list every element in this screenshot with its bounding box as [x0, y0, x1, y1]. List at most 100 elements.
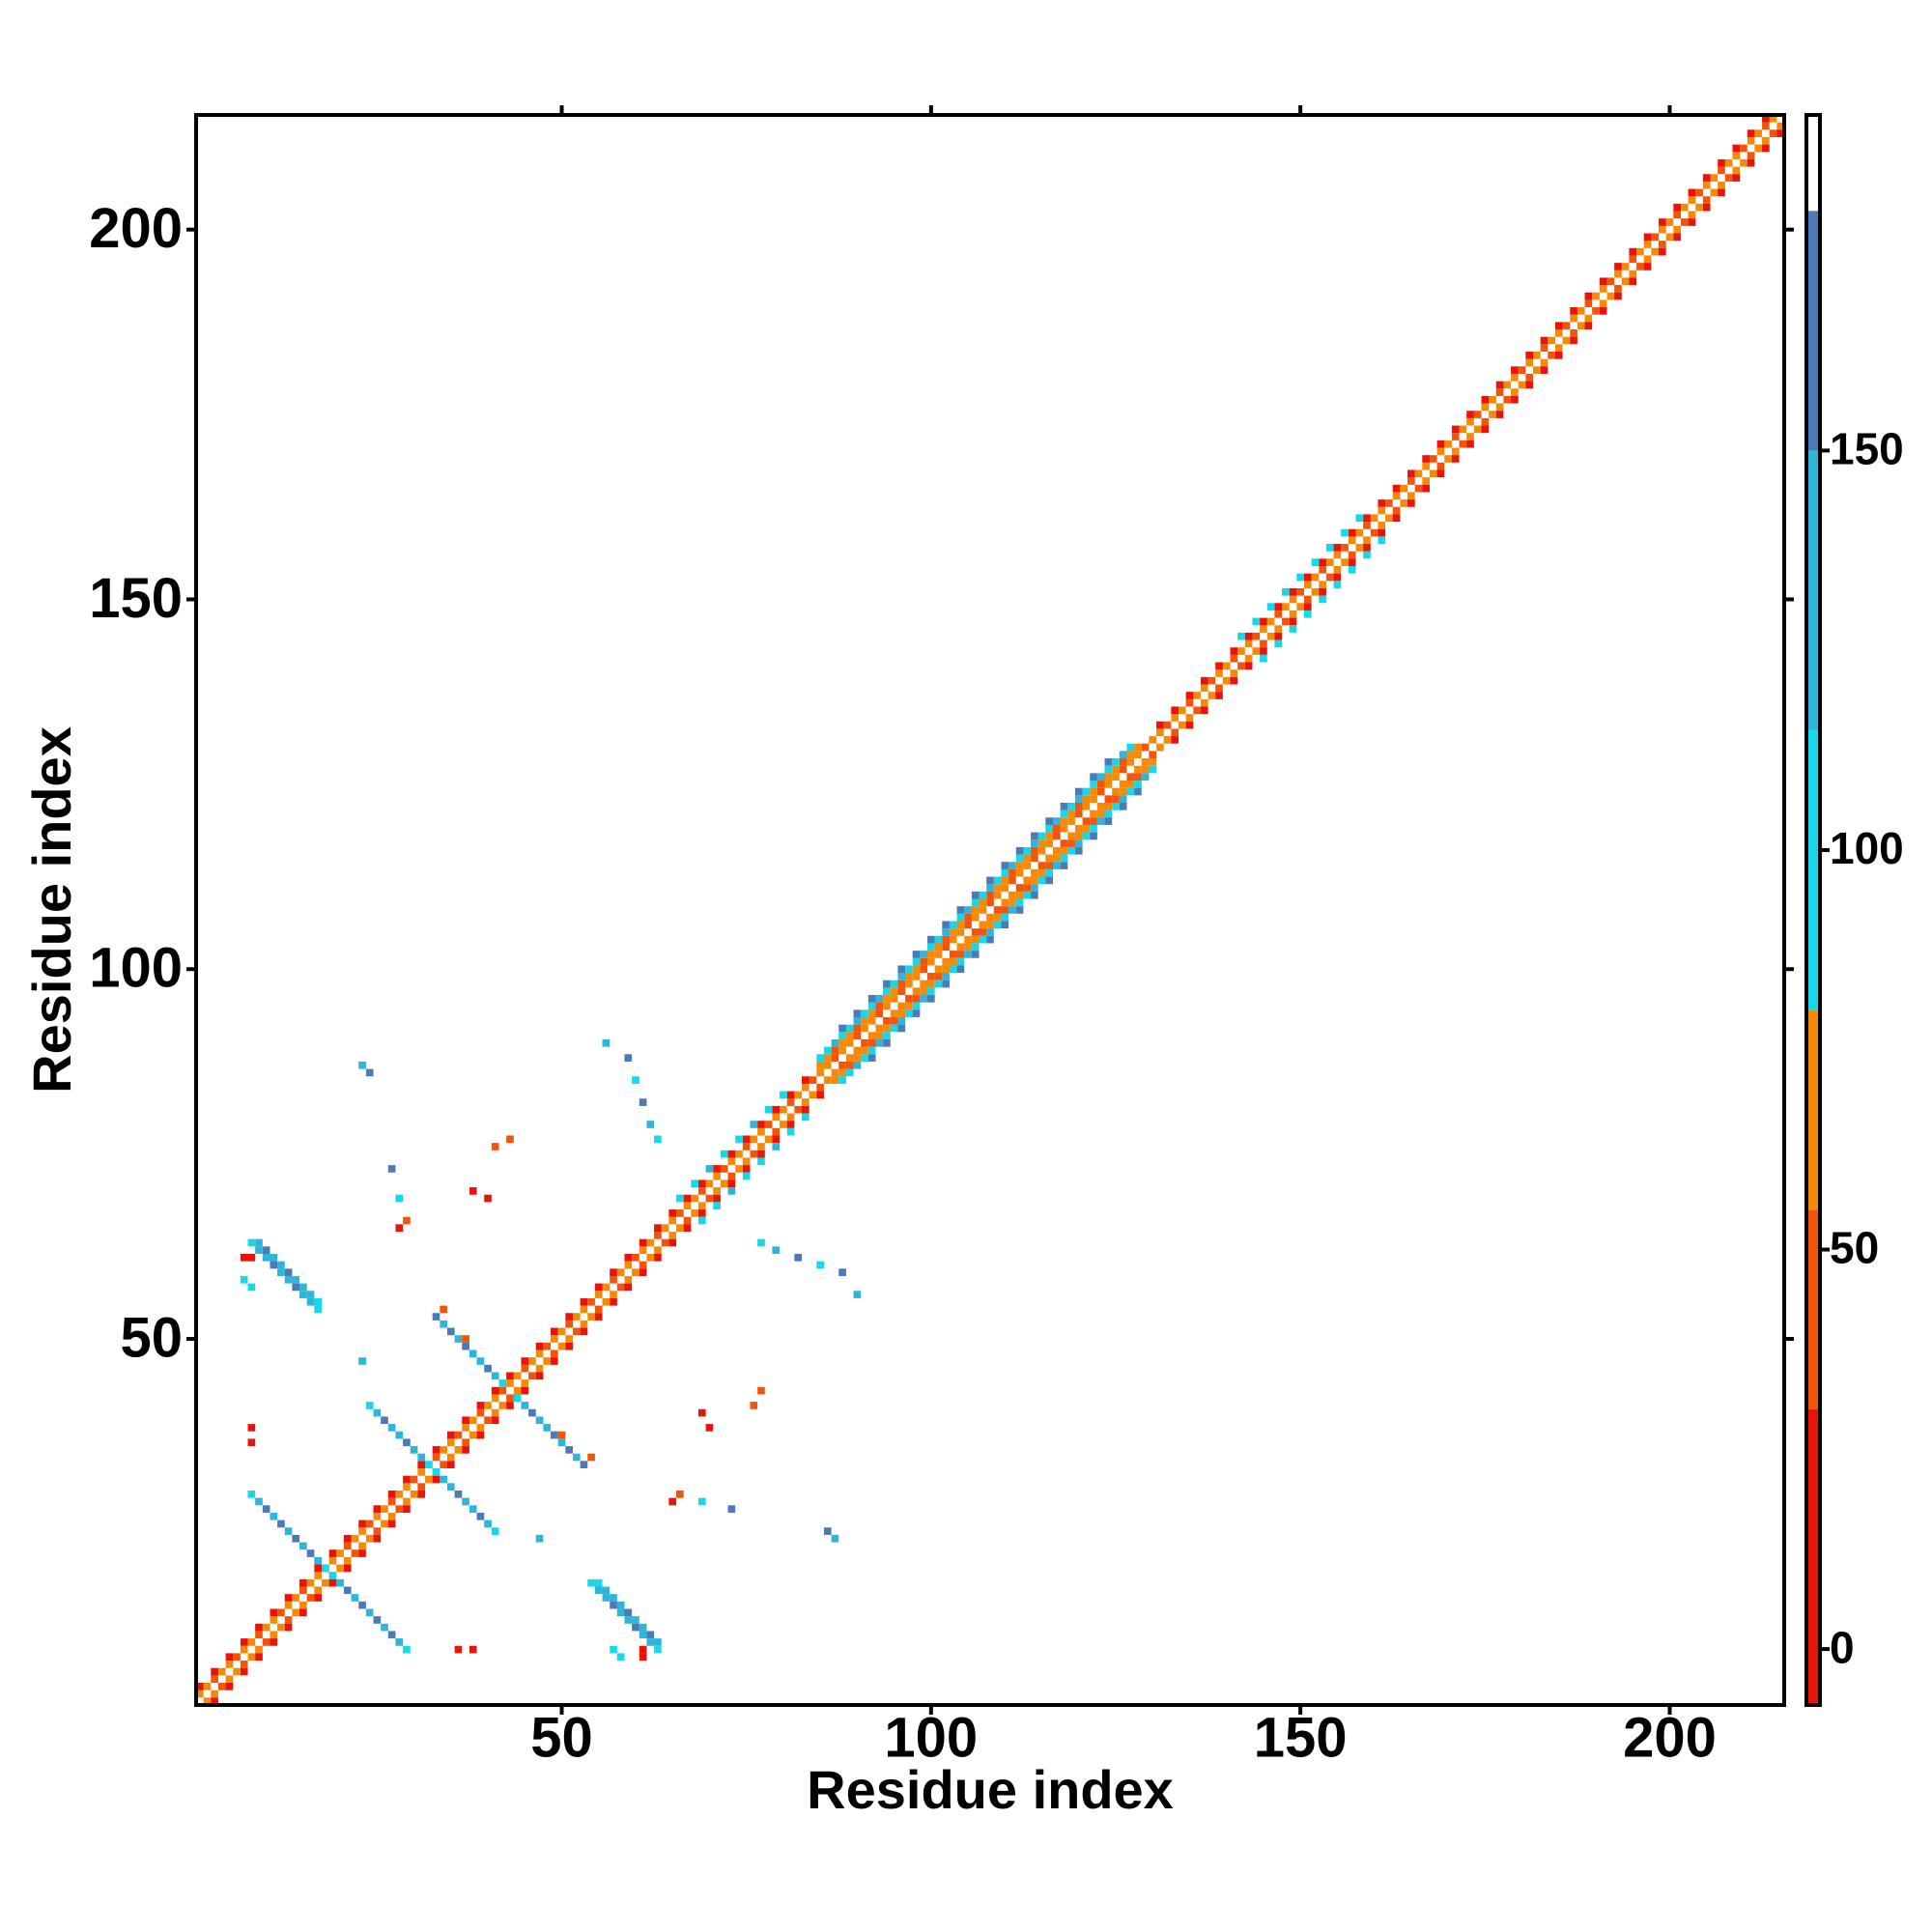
- heatmap-cell: [1651, 233, 1660, 242]
- heatmap-cell: [1724, 174, 1733, 182]
- heatmap-cell: [387, 1520, 396, 1528]
- heatmap-cell: [1274, 603, 1283, 611]
- heatmap-cell: [1348, 566, 1356, 574]
- heatmap-cell: [1444, 455, 1452, 463]
- heatmap-cell: [1037, 876, 1046, 885]
- heatmap-cell: [1348, 536, 1356, 545]
- heatmap-cell: [440, 1320, 447, 1328]
- heatmap-cell: [956, 906, 965, 914]
- heatmap-cell: [1001, 898, 1009, 907]
- heatmap-cell: [580, 1461, 588, 1469]
- heatmap-cell: [1311, 573, 1320, 582]
- heatmap-cell: [1104, 802, 1113, 810]
- heatmap-cell: [1665, 218, 1674, 226]
- heatmap-cell: [217, 1683, 226, 1690]
- heatmap-cell: [942, 928, 950, 936]
- heatmap-cell: [956, 921, 965, 929]
- heatmap-cell: [979, 935, 987, 944]
- heatmap-cell: [697, 1497, 706, 1506]
- heatmap-cell: [1074, 839, 1083, 847]
- heatmap-cell: [735, 1135, 743, 1144]
- heatmap-cell: [993, 891, 1002, 899]
- heatmap-cell: [1363, 551, 1371, 559]
- heatmap-cell: [639, 1623, 647, 1632]
- heatmap-cell: [1762, 144, 1770, 153]
- heatmap-cell: [964, 913, 972, 922]
- heatmap-cell: [1702, 196, 1711, 204]
- heatmap-cell: [1606, 277, 1615, 286]
- heatmap-cell: [284, 1527, 293, 1535]
- heatmap-cell: [1629, 270, 1637, 278]
- heatmap-cell: [565, 1335, 573, 1343]
- heatmap-cell: [897, 1002, 906, 1010]
- heatmap-cell: [1090, 824, 1097, 833]
- colorbar-tick-label: 150: [1830, 424, 1904, 474]
- heatmap-cell: [1363, 536, 1371, 545]
- heatmap-cell: [1378, 528, 1386, 537]
- heatmap-cell: [299, 1608, 307, 1617]
- heatmap-cell: [1303, 595, 1312, 604]
- heatmap-cell: [971, 906, 980, 914]
- heatmap-cell: [942, 965, 950, 974]
- heatmap-cell: [1060, 862, 1068, 869]
- heatmap-cell: [247, 1638, 256, 1646]
- heatmap-cell: [1252, 647, 1261, 655]
- heatmap-cell: [1126, 781, 1135, 788]
- heatmap-cell: [365, 1608, 374, 1617]
- heatmap-cell: [1119, 751, 1127, 759]
- x-tick-label: 150: [1254, 1706, 1348, 1769]
- heatmap-cell: [1037, 832, 1046, 840]
- heatmap-cell: [1230, 676, 1238, 685]
- heatmap-cell: [1237, 647, 1245, 655]
- heatmap-cell: [1060, 824, 1068, 833]
- heatmap-cell: [831, 1076, 839, 1084]
- heatmap-cell: [1104, 810, 1113, 818]
- heatmap-cell: [1090, 817, 1097, 825]
- heatmap-cell: [838, 1068, 846, 1077]
- heatmap-cell: [934, 951, 943, 958]
- heatmap-cell: [927, 973, 935, 980]
- heatmap-cell: [1643, 255, 1652, 264]
- heatmap-cell: [373, 1527, 382, 1535]
- heatmap-cell: [639, 1653, 647, 1662]
- heatmap-cell: [1459, 440, 1467, 448]
- heatmap-cell: [1244, 639, 1253, 648]
- heatmap-cell: [528, 1408, 536, 1417]
- heatmap-cell: [720, 1179, 728, 1188]
- heatmap-cell: [979, 891, 987, 899]
- heatmap-cell: [1031, 839, 1038, 847]
- heatmap-cell: [284, 1275, 293, 1284]
- heatmap-cell: [1659, 247, 1666, 256]
- heatmap-cell: [1119, 781, 1127, 788]
- heatmap-cell: [1695, 188, 1703, 197]
- heatmap-cell: [1511, 366, 1519, 374]
- heatmap-cell: [1577, 322, 1585, 330]
- heatmap-cell: [277, 1520, 285, 1528]
- heatmap-cell: [551, 1335, 558, 1343]
- heatmap-cell: [1451, 433, 1460, 440]
- heatmap-cell: [1215, 669, 1223, 677]
- heatmap-cell: [905, 1009, 913, 1018]
- heatmap-cell: [1015, 862, 1024, 869]
- heatmap-cell: [654, 1224, 662, 1233]
- heatmap-cell: [299, 1291, 307, 1298]
- heatmap-cell: [277, 1623, 285, 1632]
- heatmap-cell: [1629, 255, 1637, 264]
- heatmap-cell: [794, 1091, 803, 1099]
- heatmap-cell: [1680, 218, 1689, 226]
- colorbar-segment: [1806, 1009, 1820, 1210]
- heatmap-cell: [772, 1246, 781, 1254]
- heatmap-cell: [1090, 795, 1097, 803]
- heatmap-cell: [484, 1194, 492, 1203]
- heatmap-cell: [1112, 787, 1120, 796]
- heatmap-cell: [1584, 292, 1593, 300]
- heatmap-cell: [1015, 854, 1024, 863]
- heatmap-cell: [1045, 862, 1053, 869]
- heatmap-cell: [262, 1623, 270, 1632]
- heatmap-cell: [336, 1564, 344, 1573]
- heatmap-cell: [1614, 285, 1622, 293]
- heatmap-cell: [292, 1594, 300, 1602]
- heatmap-cell: [942, 921, 950, 929]
- heatmap-cell: [277, 1608, 285, 1617]
- heatmap-cell: [705, 1194, 714, 1203]
